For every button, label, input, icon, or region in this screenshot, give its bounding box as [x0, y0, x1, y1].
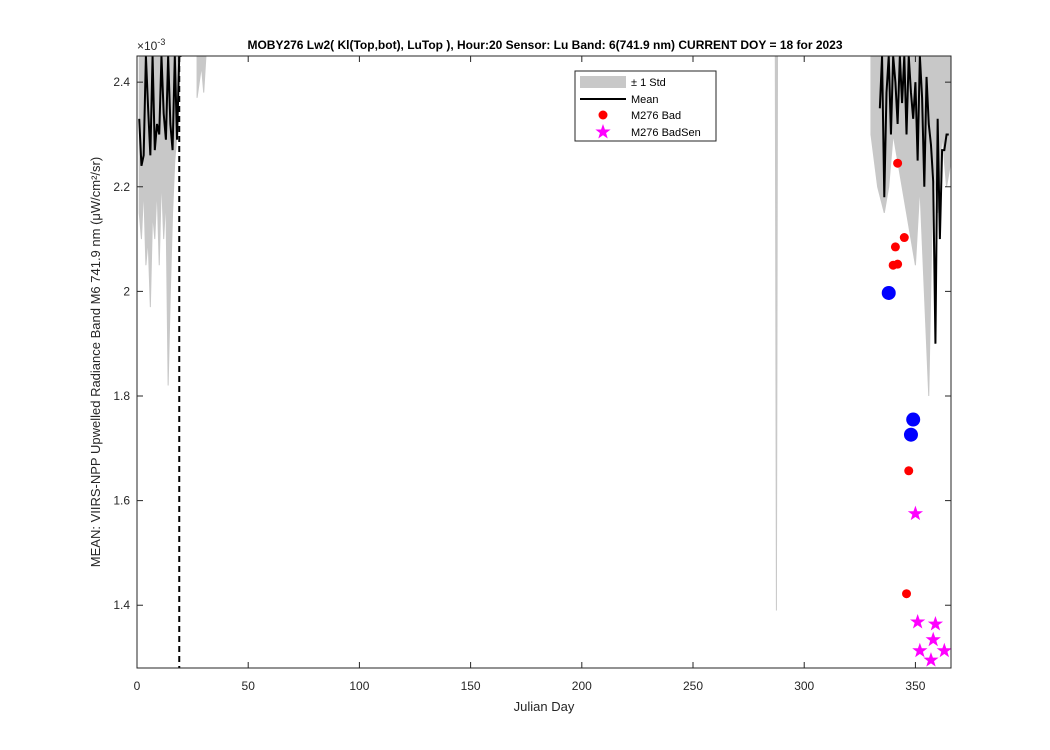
y-tick-label: 1.8	[113, 389, 130, 403]
plot-frame	[136, 55, 952, 669]
x-tick-label: 200	[572, 679, 592, 693]
legend-badsen-label: M276 BadSen	[631, 127, 701, 139]
y-tick-label: 1.6	[113, 494, 130, 508]
y-exponent-label: ×10-3	[137, 37, 165, 53]
bad-point	[899, 233, 909, 243]
x-tick-label: 350	[905, 679, 925, 693]
plot-area	[137, 56, 951, 668]
badsen-point	[936, 642, 951, 658]
y-tick-label: 2	[123, 284, 130, 298]
x-tick-label: 300	[794, 679, 814, 693]
bad-point	[893, 158, 903, 168]
chart-title: MOBY276 Lw2( Kl(Top,bot), LuTop ), Hour:…	[247, 38, 842, 52]
current-point	[903, 427, 918, 442]
legend-bad-label: M276 Bad	[631, 110, 681, 122]
badsen-point	[925, 631, 941, 647]
badsen-point	[912, 642, 928, 658]
bad-point	[902, 589, 912, 599]
badsen-point	[923, 652, 939, 667]
legend-bad-marker	[598, 110, 608, 120]
mean-line-segment	[878, 56, 949, 344]
x-tick-label: 100	[349, 679, 369, 693]
legend-std-label: ± 1 Std	[631, 77, 666, 89]
x-tick-label: 250	[683, 679, 703, 693]
x-tick-label: 0	[134, 679, 141, 693]
badsen-point	[910, 613, 926, 629]
legend-badsen-marker	[595, 123, 611, 139]
legend: ± 1 Std Mean M276 Bad M276 BadSen	[574, 70, 717, 142]
plot-content	[138, 56, 951, 668]
legend-mean-label: Mean	[631, 94, 659, 106]
x-tick-label: 150	[461, 679, 481, 693]
bad-point	[890, 242, 900, 252]
y-tick-label: 1.4	[113, 598, 130, 612]
x-tick-label: 50	[242, 679, 256, 693]
mean-line-segment	[138, 56, 182, 167]
current-point	[906, 412, 921, 427]
axis-ticks: 0 50 100 150 200 250 300 350 1.4 1.6 1.8 2 2.2 2.4	[113, 56, 951, 693]
bad-point	[904, 466, 914, 476]
x-axis-label: Julian Day	[514, 699, 575, 714]
y-tick-label: 2.2	[113, 180, 130, 194]
badsen-point	[907, 505, 924, 521]
current-point	[881, 285, 896, 300]
y-axis-label: MEAN: VIIRS-NPP Upwelled Radiance Band M…	[88, 157, 103, 567]
std-band-segment	[774, 56, 779, 611]
legend-std-swatch	[580, 76, 626, 88]
y-tick-label: 2.4	[113, 75, 130, 89]
std-band-segment	[196, 56, 207, 98]
bad-point	[893, 259, 903, 269]
badsen-point	[927, 616, 944, 631]
